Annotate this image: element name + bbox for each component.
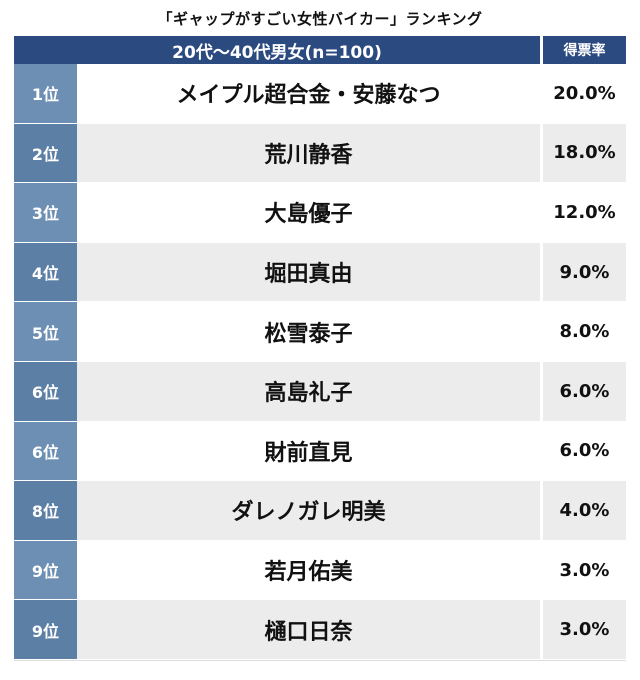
table-row: 6位 財前直見 6.0% xyxy=(14,421,626,482)
column-divider xyxy=(540,123,543,183)
rank-label: 3位 xyxy=(14,183,77,242)
table-row: 2位 荒川静香 18.0% xyxy=(14,123,626,184)
table-row: 8位 ダレノガレ明美 4.0% xyxy=(14,481,626,541)
table-row: 6位 高島礼子 6.0% xyxy=(14,361,626,422)
name-cell: 荒川静香 xyxy=(77,123,540,183)
table-row: 1位 メイプル超合金・安藤なつ 20.0% xyxy=(14,64,626,124)
rate-cell: 9.0% xyxy=(543,242,626,302)
name-cell: 財前直見 xyxy=(77,421,540,481)
table-row: 3位 大島優子 12.0% xyxy=(14,183,626,243)
column-divider xyxy=(540,540,543,600)
rank-label: 6位 xyxy=(14,361,77,421)
name-cell: 堀田真由 xyxy=(77,242,540,302)
header-divider xyxy=(540,36,543,64)
column-divider xyxy=(540,600,543,659)
rate-cell: 6.0% xyxy=(543,361,626,421)
name-cell: 若月佑美 xyxy=(77,540,540,600)
rate-cell: 4.0% xyxy=(543,481,626,540)
table-row: 5位 松雪泰子 8.0% xyxy=(14,302,626,362)
table-bottom-border xyxy=(14,659,626,661)
rank-label: 9位 xyxy=(14,600,77,659)
rank-label: 4位 xyxy=(14,242,77,302)
rank-label: 9位 xyxy=(14,540,77,600)
column-divider xyxy=(540,183,543,242)
rank-label: 6位 xyxy=(14,421,77,481)
name-cell: 大島優子 xyxy=(77,183,540,242)
rate-cell: 18.0% xyxy=(543,123,626,183)
table-header: 20代〜40代男女(n=100) 得票率 xyxy=(14,36,626,64)
column-divider xyxy=(540,64,543,123)
name-cell: 高島礼子 xyxy=(77,361,540,421)
chart-title: 「ギャップがすごい女性バイカー」ランキング xyxy=(157,10,483,28)
rate-cell: 8.0% xyxy=(543,302,626,361)
table-row: 9位 樋口日奈 3.0% xyxy=(14,600,626,660)
table-body: 1位 メイプル超合金・安藤なつ 20.0% 2位 荒川静香 18.0% 3位 大島優子 12.0… xyxy=(14,64,626,660)
rate-cell: 3.0% xyxy=(543,540,626,600)
table-row: 9位 若月佑美 3.0% xyxy=(14,540,626,601)
rate-cell: 12.0% xyxy=(543,183,626,242)
table-row: 4位 堀田真由 9.0% xyxy=(14,242,626,303)
rate-cell: 6.0% xyxy=(543,421,626,481)
column-divider xyxy=(540,421,543,481)
header-rate-column: 得票率 xyxy=(543,36,626,64)
column-divider xyxy=(540,361,543,421)
name-cell: メイプル超合金・安藤なつ xyxy=(77,64,540,123)
rank-label: 1位 xyxy=(14,64,77,123)
header-name-column: 20代〜40代男女(n=100) xyxy=(14,36,540,64)
name-cell: 樋口日奈 xyxy=(77,600,540,659)
rank-label: 2位 xyxy=(14,123,77,183)
rate-cell: 3.0% xyxy=(543,600,626,659)
rate-cell: 20.0% xyxy=(543,64,626,123)
column-divider xyxy=(540,481,543,540)
rank-label: 8位 xyxy=(14,481,77,540)
name-cell: ダレノガレ明美 xyxy=(77,481,540,540)
column-divider xyxy=(540,302,543,361)
ranking-table: 20代〜40代男女(n=100) 得票率 1位 メイプル超合金・安藤なつ 20.0%… xyxy=(14,36,626,661)
column-divider xyxy=(540,242,543,302)
rank-label: 5位 xyxy=(14,302,77,361)
name-cell: 松雪泰子 xyxy=(77,302,540,361)
